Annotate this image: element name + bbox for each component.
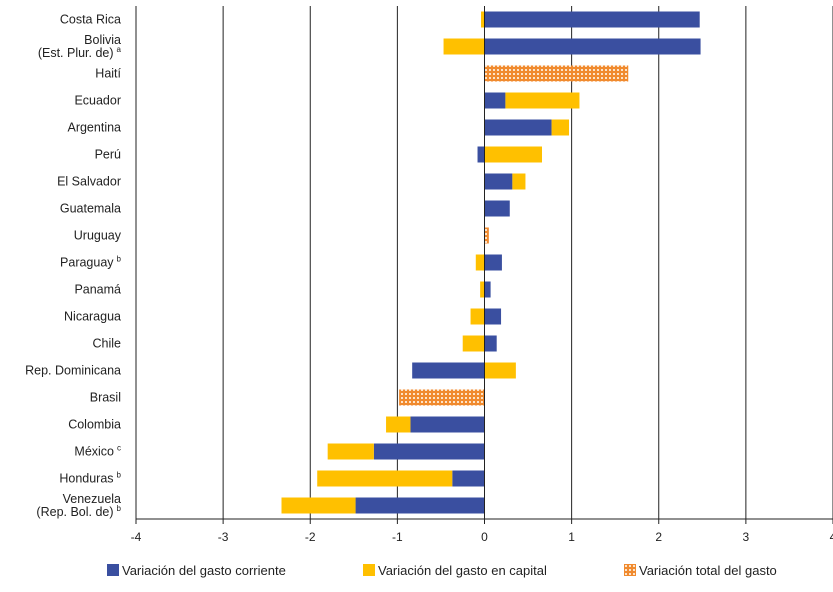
category-label: Panamá	[74, 283, 121, 297]
bar-gasto_corriente	[484, 200, 510, 217]
bar-gasto_corriente	[484, 92, 506, 109]
x-tick-label: -1	[392, 530, 403, 544]
x-tick-label: 0	[481, 530, 488, 544]
category-label: Ecuador	[74, 94, 121, 108]
bar-gasto_corriente	[373, 443, 485, 460]
bar-variacion_total	[399, 389, 485, 406]
legend-swatch-gasto_corriente	[107, 564, 119, 576]
bar-gasto_capital	[470, 308, 485, 325]
legend-swatch-gasto_capital	[363, 564, 375, 576]
bar-gasto_corriente	[484, 335, 497, 352]
category-label: Nicaragua	[64, 310, 121, 324]
x-tick-label: 3	[743, 530, 750, 544]
bar-gasto_capital	[551, 119, 570, 136]
bar-gasto_corriente	[484, 119, 552, 136]
bars	[281, 11, 701, 514]
bar-gasto_corriente	[412, 362, 485, 379]
bar-gasto_corriente	[484, 281, 491, 298]
bar-gasto_corriente	[484, 308, 502, 325]
category-label: Costa Rica	[60, 13, 121, 27]
category-label: Brasil	[90, 391, 121, 405]
category-label: Guatemala	[60, 202, 121, 216]
bar-gasto_corriente	[410, 416, 485, 433]
category-label: Colombia	[68, 418, 121, 432]
bar-gasto_capital	[281, 497, 356, 514]
bar-gasto_capital	[317, 470, 453, 487]
category-label: Honduras b	[59, 471, 121, 486]
legend: Variación del gasto corriente Variación d…	[107, 563, 777, 578]
legend-swatch-variacion_total	[624, 564, 636, 576]
category-label: Bolivia	[84, 33, 121, 47]
x-tick-label: -3	[218, 530, 229, 544]
x-tick-label: -4	[131, 530, 142, 544]
category-label: Haití	[95, 67, 121, 81]
bar-variacion_total	[484, 65, 629, 82]
axes	[136, 6, 833, 520]
category-label: (Est. Plur. de) a	[38, 45, 122, 60]
bar-gasto_corriente	[484, 254, 502, 271]
x-tick-labels: -4 -3 -2 -1 0 1 2 3 4	[131, 519, 833, 544]
category-label: México c	[74, 444, 121, 459]
bar-gasto_capital	[484, 146, 543, 163]
bar-gasto_corriente	[452, 470, 485, 487]
category-label: (Rep. Bol. de) b	[36, 504, 121, 519]
category-label: Venezuela	[63, 492, 121, 506]
bar-gasto_corriente	[477, 146, 485, 163]
bar-gasto_capital	[481, 11, 485, 28]
bar-gasto_corriente	[355, 497, 485, 514]
gridlines	[135, 6, 833, 519]
category-label: Uruguay	[74, 229, 122, 243]
legend-label-gasto_capital: Variación del gasto en capital	[378, 563, 547, 578]
x-tick-label: -2	[305, 530, 316, 544]
category-label: Perú	[95, 148, 121, 162]
category-label: Rep. Dominicana	[25, 364, 121, 378]
bar-gasto_capital	[327, 443, 374, 460]
bar-gasto_capital	[462, 335, 485, 352]
category-label: El Salvador	[57, 175, 121, 189]
bar-gasto_corriente	[484, 173, 513, 190]
bar-gasto_capital	[475, 254, 485, 271]
bar-gasto_capital	[443, 38, 485, 55]
x-tick-label: 2	[655, 530, 662, 544]
bar-variacion_total	[484, 227, 489, 244]
x-tick-label: 1	[568, 530, 575, 544]
bar-gasto_capital	[512, 173, 526, 190]
bar-gasto_capital	[505, 92, 580, 109]
category-labels: Costa Rica Bolivia(Est. Plur. de) a Haití Ec…	[25, 13, 122, 520]
bar-gasto_corriente	[484, 38, 701, 55]
category-label: Paraguay b	[60, 255, 122, 270]
category-label: Argentina	[67, 121, 121, 135]
category-label: Chile	[93, 337, 122, 351]
legend-label-variacion_total: Variación total del gasto	[639, 563, 777, 578]
bar-gasto_capital	[484, 362, 516, 379]
legend-label-gasto_corriente: Variación del gasto corriente	[122, 563, 286, 578]
bar-gasto_capital	[480, 281, 485, 298]
x-tick-label: 4	[830, 530, 833, 544]
bar-gasto_corriente	[484, 11, 700, 28]
bar-gasto_capital	[386, 416, 411, 433]
